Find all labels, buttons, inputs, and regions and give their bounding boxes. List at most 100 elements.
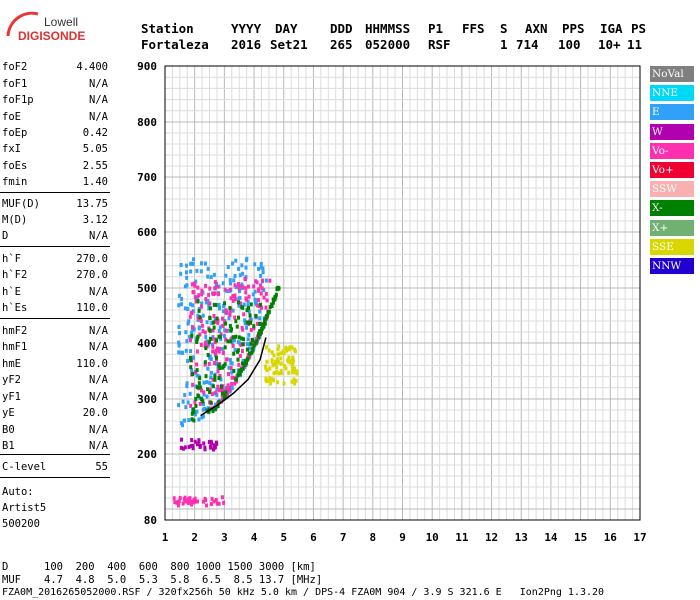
data-point bbox=[282, 350, 286, 355]
param-value: N/A bbox=[89, 78, 108, 90]
data-point bbox=[191, 443, 195, 448]
data-point bbox=[226, 339, 230, 344]
data-point bbox=[247, 309, 251, 314]
data-point bbox=[195, 339, 199, 344]
data-point bbox=[228, 287, 232, 292]
data-point bbox=[212, 443, 216, 448]
data-point bbox=[241, 284, 245, 289]
data-point bbox=[221, 309, 225, 314]
data-point bbox=[271, 377, 275, 382]
data-point bbox=[215, 338, 219, 343]
data-point bbox=[185, 275, 189, 280]
data-point bbox=[217, 376, 221, 381]
legend-item-vo: Vo- bbox=[650, 142, 694, 159]
data-point bbox=[186, 499, 190, 504]
data-point bbox=[227, 372, 231, 377]
data-point bbox=[279, 368, 283, 373]
data-point bbox=[180, 421, 184, 426]
data-point bbox=[255, 321, 259, 326]
data-point bbox=[263, 320, 267, 325]
y-tick-label: 400 bbox=[137, 337, 157, 350]
data-point bbox=[196, 499, 200, 504]
data-point bbox=[199, 304, 203, 309]
data-point bbox=[180, 350, 184, 355]
data-point bbox=[212, 325, 216, 330]
data-point bbox=[194, 295, 198, 300]
param-key: foE bbox=[2, 111, 21, 123]
param-row-10: D N/A bbox=[2, 230, 108, 244]
data-point bbox=[246, 337, 250, 342]
data-point bbox=[264, 316, 268, 321]
param-row-9: M(D) 3.12 bbox=[2, 214, 108, 228]
data-point bbox=[197, 439, 201, 444]
param-divider bbox=[0, 192, 110, 193]
auto-label: Auto: bbox=[2, 486, 34, 498]
data-point bbox=[225, 392, 229, 397]
data-point bbox=[282, 363, 286, 368]
x-tick-label: 9 bbox=[399, 531, 406, 544]
data-point bbox=[181, 423, 185, 428]
data-point bbox=[209, 357, 213, 362]
param-key: D bbox=[2, 230, 9, 242]
data-point bbox=[221, 281, 225, 286]
param-row-2: foF1p N/A bbox=[2, 94, 108, 108]
data-point bbox=[208, 444, 212, 449]
data-point bbox=[186, 400, 190, 405]
param-value: N/A bbox=[89, 424, 108, 436]
data-point bbox=[183, 418, 187, 423]
data-point bbox=[177, 403, 181, 408]
data-point bbox=[252, 326, 256, 331]
data-point bbox=[212, 302, 216, 307]
data-point bbox=[251, 337, 255, 342]
data-point bbox=[206, 266, 210, 271]
data-point bbox=[177, 350, 181, 355]
param-row-23: C-level 55 bbox=[2, 461, 108, 475]
data-point bbox=[254, 300, 258, 305]
param-value: N/A bbox=[89, 374, 108, 386]
data-point bbox=[221, 350, 225, 355]
data-point bbox=[194, 384, 198, 389]
data-point bbox=[176, 503, 180, 508]
data-point bbox=[220, 347, 224, 352]
data-point bbox=[217, 302, 221, 307]
data-point bbox=[193, 496, 197, 501]
data-point bbox=[205, 320, 209, 325]
header-value-8: 100 bbox=[558, 37, 581, 52]
data-point bbox=[215, 284, 219, 289]
data-point bbox=[212, 320, 216, 325]
y-tick-label: 300 bbox=[137, 393, 157, 406]
data-point bbox=[227, 316, 231, 321]
data-point bbox=[217, 388, 221, 393]
data-point bbox=[229, 366, 233, 371]
data-point bbox=[216, 384, 220, 389]
param-key: h`F2 bbox=[2, 269, 28, 281]
data-point bbox=[208, 355, 212, 360]
param-value: 20.0 bbox=[82, 407, 108, 419]
data-point bbox=[251, 292, 255, 297]
data-point bbox=[180, 296, 184, 301]
data-point bbox=[185, 339, 189, 344]
x-tick-label: 14 bbox=[544, 531, 558, 544]
data-point bbox=[275, 369, 279, 374]
data-point bbox=[217, 363, 221, 368]
x-tick-label: 15 bbox=[574, 531, 587, 544]
data-point bbox=[225, 357, 229, 362]
data-point bbox=[288, 346, 292, 351]
data-point bbox=[180, 437, 184, 442]
data-point bbox=[183, 393, 187, 398]
data-point bbox=[237, 284, 241, 289]
cluster-x bbox=[188, 285, 281, 423]
data-point bbox=[196, 295, 200, 300]
header-value-5: RSF bbox=[428, 37, 451, 52]
footer-info: FZA0M_2016265052000.RSF / 320fx256h 50 k… bbox=[2, 587, 605, 598]
data-point bbox=[212, 314, 216, 319]
data-point bbox=[197, 326, 201, 331]
data-point bbox=[276, 360, 280, 365]
param-divider bbox=[0, 246, 110, 247]
data-point bbox=[265, 359, 269, 364]
data-point bbox=[203, 340, 207, 345]
data-point bbox=[243, 276, 247, 281]
data-point bbox=[224, 273, 228, 278]
param-key: B0 bbox=[2, 424, 15, 436]
data-point bbox=[287, 355, 291, 360]
